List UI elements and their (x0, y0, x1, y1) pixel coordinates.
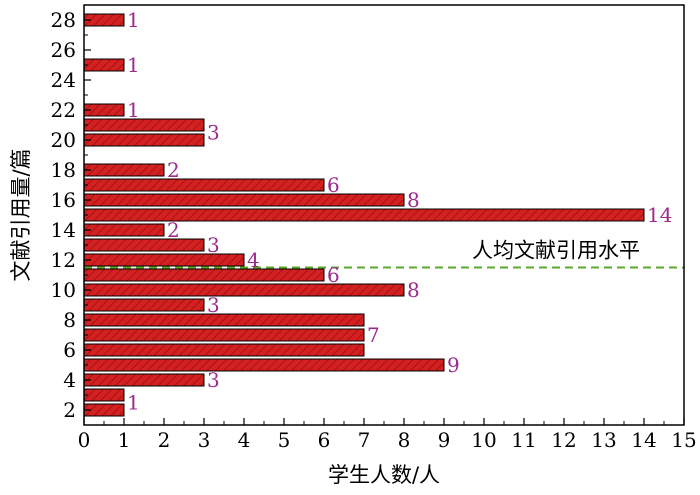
bar (83, 343, 365, 357)
data-label-group: 1 3 9 7 3 8 6 4 3 2 14 8 6 2 3 1 1 1 (127, 8, 672, 415)
x-tick-label: 9 (438, 428, 451, 452)
bar-group (83, 13, 645, 417)
bar (83, 178, 325, 192)
bar (83, 253, 245, 267)
bar (83, 118, 205, 132)
x-tick-label: 8 (398, 428, 411, 452)
x-tick-label: 3 (198, 428, 211, 452)
bar (83, 163, 165, 177)
y-tick-label: 28 (51, 8, 76, 32)
bar (83, 268, 325, 282)
data-label: 2 (167, 158, 180, 182)
x-tick-label: 2 (158, 428, 171, 452)
y-tick-label: 26 (51, 38, 76, 62)
bar (83, 313, 365, 327)
bar (83, 328, 365, 342)
data-label: 9 (447, 353, 460, 377)
y-tick-label: 2 (63, 398, 76, 422)
reference-line-label: 人均文献引用水平 (472, 239, 640, 263)
data-label: 4 (247, 248, 260, 272)
x-tick-label: 11 (511, 428, 536, 452)
y-tick-label: 18 (51, 158, 76, 182)
data-label: 1 (127, 8, 140, 32)
bar (83, 358, 445, 372)
y-tick-label: 12 (51, 248, 76, 272)
y-tick-label: 20 (51, 128, 76, 152)
data-label: 1 (127, 53, 140, 77)
bar (83, 388, 125, 402)
bar (83, 193, 405, 207)
data-label: 6 (327, 173, 340, 197)
data-label: 2 (167, 218, 180, 242)
y-tick-label: 4 (63, 368, 76, 392)
data-label: 8 (407, 278, 420, 302)
x-tick-label: 1 (118, 428, 131, 452)
y-tick-label: 16 (51, 188, 76, 212)
x-tick-label: 13 (591, 428, 616, 452)
y-tick-label: 14 (51, 218, 76, 242)
x-tick-label: 5 (278, 428, 291, 452)
bar (83, 58, 125, 72)
x-tick-label: 4 (238, 428, 251, 452)
bar (83, 133, 205, 147)
bar (83, 223, 165, 237)
bar (83, 373, 205, 387)
x-tick-label: 10 (471, 428, 496, 452)
data-label: 3 (207, 368, 220, 392)
data-label: 3 (207, 233, 220, 257)
bar (83, 298, 205, 312)
y-tick-label: 8 (63, 308, 76, 332)
y-tick-label: 24 (51, 68, 76, 92)
y-axis-title: 文献引用量/篇 (9, 148, 33, 281)
bar (83, 238, 205, 252)
data-label: 14 (647, 203, 672, 227)
data-label: 7 (367, 323, 380, 347)
x-tick-label: 0 (78, 428, 91, 452)
x-tick-label: 15 (671, 428, 696, 452)
x-axis: 0 1 2 3 4 5 6 7 8 9 10 11 12 13 14 15 (78, 418, 697, 452)
bar (83, 283, 405, 297)
x-tick-label: 6 (318, 428, 331, 452)
data-label: 1 (127, 98, 140, 122)
y-tick-label: 22 (51, 98, 76, 122)
data-label: 3 (207, 121, 220, 145)
y-tick-label: 6 (63, 338, 76, 362)
x-tick-label: 12 (551, 428, 576, 452)
data-label: 6 (327, 263, 340, 287)
data-label: 8 (407, 188, 420, 212)
data-label: 1 (127, 391, 140, 415)
data-label: 3 (207, 293, 220, 317)
x-tick-label: 14 (631, 428, 656, 452)
x-tick-label: 7 (358, 428, 371, 452)
y-tick-label: 10 (51, 278, 76, 302)
x-axis-title: 学生人数/人 (328, 463, 440, 487)
